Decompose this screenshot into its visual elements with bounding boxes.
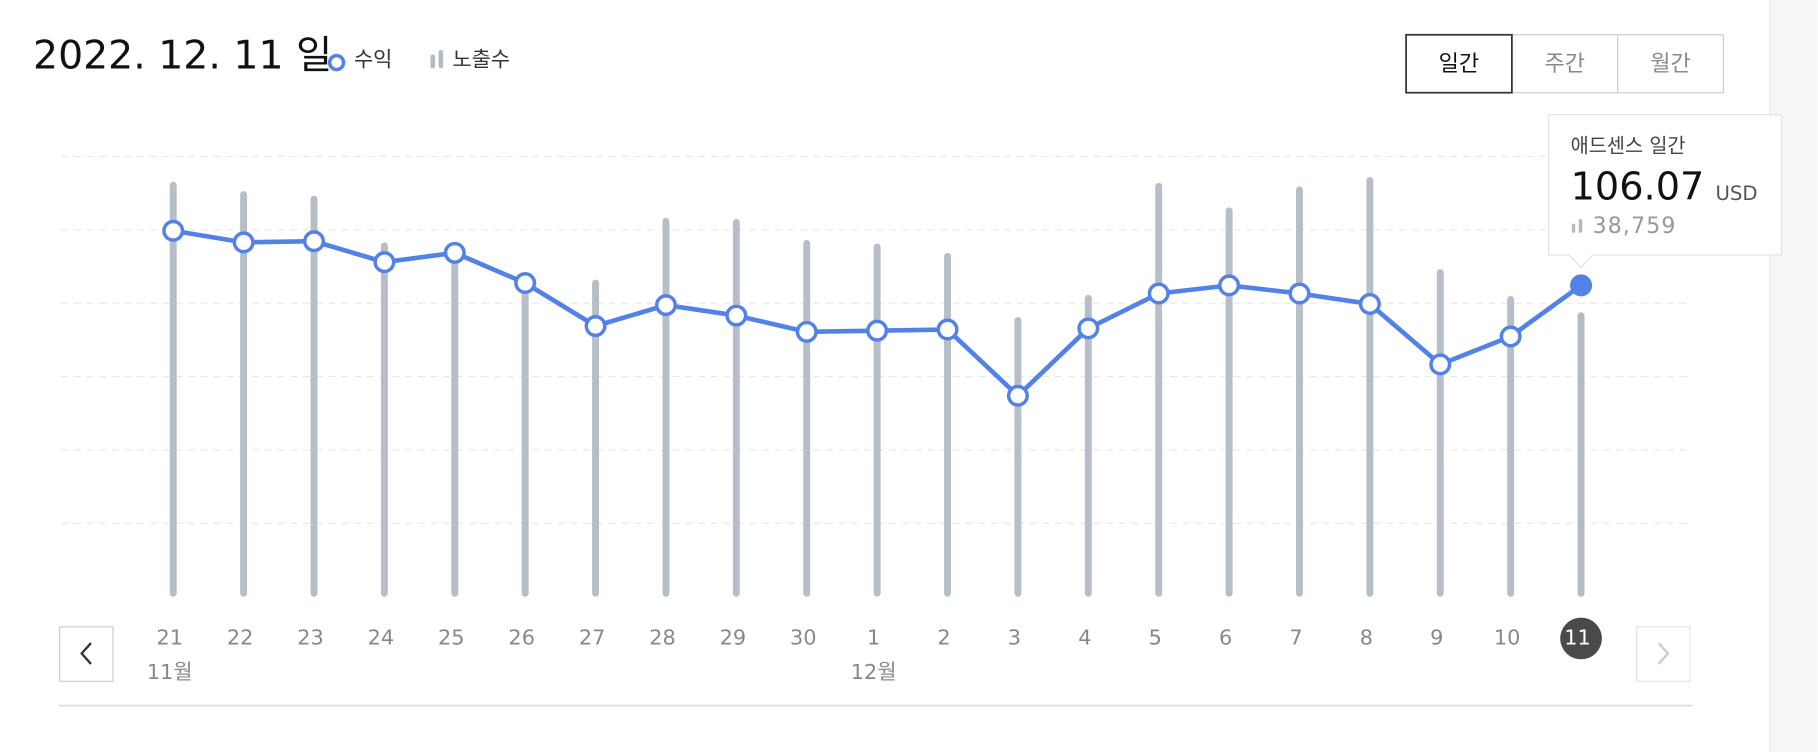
period-button-label: 월간 xyxy=(1650,52,1690,77)
x-tick-label[interactable]: 23 xyxy=(297,625,324,649)
x-tick-label[interactable]: 29 xyxy=(720,625,747,649)
x-tick-label[interactable]: 9 xyxy=(1430,625,1443,649)
x-tick-label[interactable]: 10 xyxy=(1494,625,1521,649)
x-tick-label[interactable]: 22 xyxy=(227,625,254,649)
x-tick-label[interactable]: 30 xyxy=(790,625,817,649)
x-tick-label[interactable]: 26 xyxy=(508,625,535,649)
x-tick-label[interactable]: 1 xyxy=(867,625,880,649)
x-tick-label[interactable]: 6 xyxy=(1219,625,1232,649)
bar xyxy=(592,279,600,597)
legend-icon-bar xyxy=(430,54,436,69)
next-button[interactable] xyxy=(1636,626,1691,682)
bar xyxy=(873,243,881,597)
point[interactable] xyxy=(795,320,818,343)
bar xyxy=(169,181,177,597)
period-button-label: 일간 xyxy=(1439,52,1479,77)
tooltip-title: 애드센스 일간 xyxy=(1571,135,1686,158)
prev-icon xyxy=(80,642,92,665)
month-label: 12월 xyxy=(851,660,897,684)
point[interactable] xyxy=(1006,384,1029,407)
tooltip: 애드센스 일간 106.07 USD 38,759 xyxy=(1548,114,1783,269)
point[interactable] xyxy=(1570,274,1593,297)
point[interactable] xyxy=(1077,317,1100,340)
bar xyxy=(803,240,811,597)
point[interactable] xyxy=(302,230,326,253)
point[interactable] xyxy=(1358,292,1381,315)
selected-day-badge xyxy=(1560,617,1602,660)
point[interactable] xyxy=(936,318,959,341)
point[interactable] xyxy=(514,272,537,295)
next-icon xyxy=(1657,642,1670,665)
period-button[interactable] xyxy=(1617,34,1725,94)
tooltip-box xyxy=(1548,114,1783,269)
point[interactable] xyxy=(654,294,677,317)
point[interactable] xyxy=(1147,282,1170,305)
point[interactable] xyxy=(1218,274,1241,297)
point[interactable] xyxy=(1288,282,1311,305)
x-tick-label[interactable]: 8 xyxy=(1360,625,1373,649)
point[interactable] xyxy=(232,231,255,254)
bar xyxy=(1366,177,1374,597)
bar xyxy=(1014,316,1022,597)
legend-icon-line xyxy=(327,53,346,72)
side-panel xyxy=(1769,0,1818,752)
bar xyxy=(240,191,248,597)
x-tick-label[interactable]: 4 xyxy=(1078,625,1091,649)
bar xyxy=(1225,207,1233,597)
tooltip-icon xyxy=(1571,223,1576,233)
month-label: 11월 xyxy=(147,660,193,684)
x-tick-label[interactable]: 11 xyxy=(1564,625,1591,649)
x-tick-label[interactable]: 28 xyxy=(649,625,676,649)
bar xyxy=(451,246,459,597)
bar xyxy=(1436,269,1444,597)
legend-icon-bar xyxy=(438,49,444,69)
period-buttons: 주간 월간 일간 xyxy=(1405,33,1725,94)
bar xyxy=(1507,296,1515,597)
bar xyxy=(521,276,529,597)
chart-title: 2022. 12. 11 일 xyxy=(33,32,332,78)
x-tick-label[interactable]: 27 xyxy=(579,625,606,649)
bar xyxy=(1577,312,1585,597)
tooltip-impressions: 38,759 xyxy=(1593,214,1677,239)
point[interactable] xyxy=(162,219,185,242)
x-tick-label[interactable]: 21 xyxy=(156,625,183,649)
x-tick-label[interactable]: 3 xyxy=(1008,625,1021,649)
legend-label: 노출수 xyxy=(452,47,510,71)
point[interactable] xyxy=(866,319,889,342)
bar xyxy=(732,219,740,597)
x-tick-label[interactable]: 25 xyxy=(438,625,465,649)
tooltip-unit: USD xyxy=(1715,182,1757,205)
prev-button[interactable] xyxy=(59,626,114,682)
bar xyxy=(1155,182,1163,597)
tooltip-value: 106.07 xyxy=(1571,165,1705,209)
period-button[interactable] xyxy=(1405,33,1513,94)
bar xyxy=(1296,186,1303,597)
point[interactable] xyxy=(1429,353,1452,376)
x-tick-label[interactable]: 24 xyxy=(368,625,395,649)
tooltip-icon xyxy=(1578,218,1583,233)
point[interactable] xyxy=(373,251,396,274)
legend-label: 수익 xyxy=(354,47,392,71)
bar xyxy=(662,217,670,597)
bar xyxy=(310,195,318,597)
x-tick-label[interactable]: 5 xyxy=(1149,625,1162,649)
point[interactable] xyxy=(584,315,607,338)
point[interactable] xyxy=(725,304,748,327)
point[interactable] xyxy=(1499,325,1522,348)
bar xyxy=(380,242,388,597)
x-tick-label[interactable]: 7 xyxy=(1289,625,1302,649)
point[interactable] xyxy=(443,241,466,264)
bar xyxy=(1084,294,1092,597)
period-button-label: 주간 xyxy=(1544,52,1584,77)
x-tick-label[interactable]: 2 xyxy=(937,625,950,649)
bar xyxy=(944,252,952,597)
